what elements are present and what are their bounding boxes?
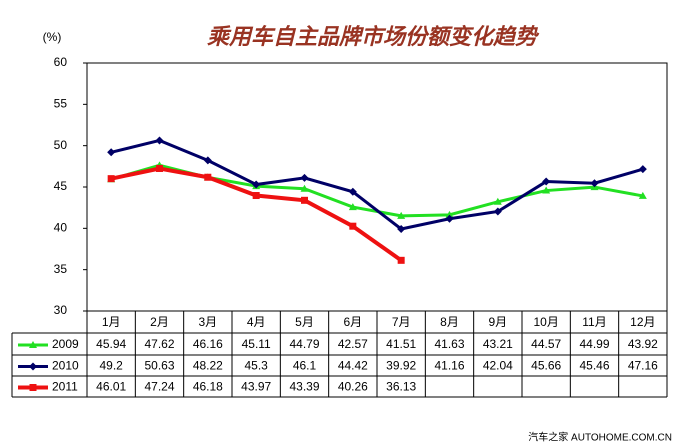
table-value: 47.24 — [144, 380, 174, 394]
table-value: 45.66 — [531, 359, 561, 373]
y-tick-label: 45 — [54, 179, 68, 193]
marker — [155, 136, 164, 145]
y-tick-label: 55 — [54, 97, 68, 111]
table-value: 47.62 — [144, 337, 174, 351]
marker — [252, 180, 261, 189]
x-tick-label: 10月 — [533, 315, 558, 329]
table-value: 41.16 — [434, 359, 464, 373]
marker — [445, 210, 454, 218]
y-tick-label: 50 — [54, 138, 68, 152]
table-value: 46.01 — [96, 380, 126, 394]
table-value: 45.94 — [96, 337, 126, 351]
table-value: 43.21 — [483, 337, 513, 351]
table-value: 36.13 — [386, 380, 416, 394]
x-tick-label: 1月 — [102, 315, 121, 329]
x-tick-label: 11月 — [582, 315, 606, 329]
legend-label: 2009 — [52, 337, 79, 351]
y-tick-label: 30 — [54, 303, 68, 317]
marker — [29, 384, 37, 391]
marker — [204, 173, 212, 181]
table-value: 41.63 — [434, 337, 464, 351]
table-value: 47.16 — [628, 359, 658, 373]
marker — [542, 186, 551, 194]
marker — [107, 148, 116, 157]
marker — [252, 192, 260, 200]
marker — [397, 256, 405, 264]
table-value: 44.42 — [338, 359, 368, 373]
x-tick-label: 8月 — [440, 315, 459, 329]
chart-title: 乘用车自主品牌市场份额变化趋势 — [207, 24, 540, 49]
table-value: 44.57 — [531, 337, 561, 351]
y-tick-label: 40 — [54, 221, 68, 235]
marker — [397, 211, 406, 219]
marker — [638, 191, 647, 199]
x-tick-label: 7月 — [392, 315, 411, 329]
marker — [493, 207, 502, 216]
marker — [301, 196, 308, 204]
x-tick-label: 3月 — [198, 315, 217, 329]
table-value: 43.92 — [628, 337, 658, 351]
table-value: 40.26 — [338, 380, 368, 394]
table-value: 43.97 — [241, 380, 271, 394]
table-value: 43.39 — [289, 380, 319, 394]
watermark: 汽车之家 AUTOHOME.COM.CN — [528, 431, 672, 444]
table-value: 42.04 — [483, 359, 513, 373]
marker — [156, 164, 163, 172]
table-value: 42.57 — [338, 337, 368, 351]
marker — [29, 362, 37, 371]
table-value: 50.63 — [144, 359, 174, 373]
table-value: 41.51 — [386, 337, 416, 351]
marker — [542, 177, 551, 186]
marker — [348, 187, 357, 196]
x-tick-label: 12月 — [630, 315, 655, 329]
y-tick-label: 35 — [54, 262, 68, 276]
table-value: 45.3 — [244, 359, 268, 373]
marker — [638, 165, 647, 174]
marker — [29, 341, 37, 348]
table-value: 45.46 — [579, 359, 609, 373]
legend-label: 2010 — [52, 359, 79, 373]
x-tick-label: 4月 — [247, 315, 266, 329]
table-value: 49.2 — [99, 359, 123, 373]
marker — [349, 222, 357, 230]
table-value: 44.79 — [289, 337, 319, 351]
marker — [590, 179, 599, 188]
marker — [445, 214, 454, 223]
table-value: 46.16 — [193, 337, 223, 351]
marker — [397, 224, 406, 233]
marker — [300, 184, 309, 192]
legend-label: 2011 — [52, 380, 78, 394]
y-unit: (%) — [43, 30, 62, 44]
marker — [203, 156, 212, 165]
table-value: 45.11 — [242, 337, 271, 351]
marker — [348, 203, 357, 211]
x-tick-label: 6月 — [343, 315, 362, 329]
table-value: 46.18 — [193, 380, 223, 394]
series-line — [110, 138, 644, 231]
x-tick-label: 5月 — [295, 315, 314, 329]
table-value: 46.1 — [293, 359, 317, 373]
x-tick-label: 2月 — [150, 315, 169, 329]
table-value: 39.92 — [386, 359, 416, 373]
y-tick-label: 60 — [54, 55, 68, 69]
table-value: 48.22 — [193, 359, 223, 373]
marker — [493, 197, 502, 205]
table-value: 44.99 — [579, 337, 609, 351]
marker — [107, 175, 115, 183]
x-tick-label: 9月 — [488, 315, 507, 329]
marker — [300, 173, 309, 182]
